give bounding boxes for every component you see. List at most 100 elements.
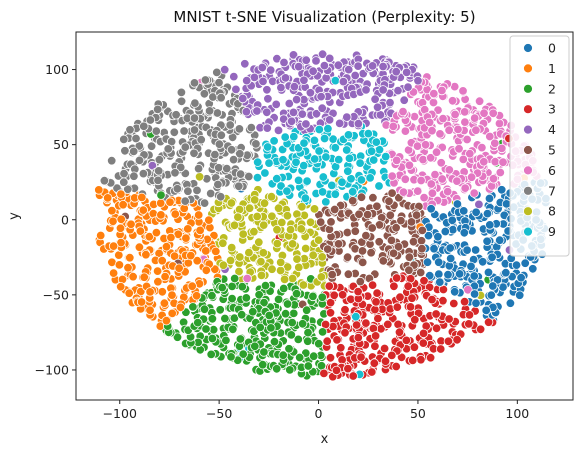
scatter-point — [201, 324, 211, 334]
scatter-point — [234, 266, 244, 277]
scatter-point — [483, 317, 494, 327]
scatter-point — [366, 146, 377, 156]
scatter-point — [399, 95, 409, 105]
scatter-point — [400, 126, 411, 136]
scatter-point — [256, 270, 267, 281]
x-tick-label: −50 — [206, 406, 232, 421]
scatter-point — [279, 283, 289, 294]
scatter-point — [308, 66, 318, 76]
scatter-point — [317, 103, 327, 113]
scatter-point — [191, 291, 202, 301]
scatter-point — [427, 125, 437, 136]
scatter-point — [419, 276, 429, 286]
scatter-point — [338, 76, 349, 87]
scatter-point — [134, 155, 145, 166]
scatter-point — [381, 151, 391, 162]
scatter-point — [188, 302, 198, 312]
scatter-point — [125, 253, 135, 263]
scatter-point — [488, 174, 499, 184]
scatter-point — [152, 104, 163, 115]
scatter-point — [123, 263, 133, 273]
scatter-point — [387, 188, 397, 198]
scatter-point — [335, 118, 345, 129]
scatter-point — [450, 287, 460, 297]
scatter-point — [212, 67, 222, 78]
scatter-point — [367, 223, 377, 233]
scatter-point — [485, 220, 495, 230]
scatter-point — [251, 139, 261, 149]
scatter-point — [201, 246, 211, 256]
scatter-point — [172, 332, 183, 342]
scatter-point — [131, 133, 141, 144]
scatter-point — [317, 187, 328, 197]
scatter-point — [273, 125, 284, 136]
scatter-point — [303, 361, 314, 371]
scatter-point — [252, 172, 263, 183]
scatter-point — [362, 209, 373, 220]
scatter-point — [171, 110, 181, 120]
scatter-point — [471, 207, 481, 218]
scatter-point — [426, 204, 436, 214]
scatter-point — [317, 292, 328, 303]
scatter-point — [219, 64, 230, 75]
scatter-point — [227, 293, 237, 304]
scatter-point — [278, 155, 288, 165]
legend-label-7: 7 — [548, 183, 556, 198]
scatter-point — [222, 163, 232, 174]
scatter-point — [106, 155, 117, 166]
scatter-point — [156, 190, 166, 200]
scatter-point — [448, 224, 458, 235]
scatter-point — [385, 210, 396, 221]
scatter-point — [221, 335, 231, 346]
scatter-point — [327, 269, 337, 280]
scatter-point — [145, 287, 155, 297]
y-tick-label: 100 — [45, 62, 69, 77]
scatter-point — [169, 127, 180, 138]
scatter-point — [141, 249, 151, 260]
scatter-point — [342, 227, 353, 238]
scatter-point — [417, 225, 428, 236]
scatter-point — [266, 323, 276, 333]
scatter-point — [128, 272, 138, 282]
scatter-point — [357, 246, 368, 256]
scatter-point — [454, 269, 465, 279]
scatter-point — [407, 293, 417, 303]
scatter-point — [280, 309, 291, 319]
scatter-point — [314, 339, 324, 349]
legend-marker-8 — [523, 206, 533, 217]
scatter-point — [353, 286, 363, 297]
scatter-point — [176, 87, 187, 98]
scatter-point — [216, 130, 227, 140]
scatter-point — [490, 156, 500, 167]
scatter-point — [437, 174, 447, 184]
scatter-point — [291, 289, 302, 299]
scatter-point — [460, 107, 470, 117]
scatter-point — [424, 117, 435, 128]
scatter-point — [262, 85, 272, 95]
scatter-point — [199, 198, 210, 208]
scatter-point — [189, 78, 200, 88]
scatter-point — [422, 257, 433, 267]
scatter-point — [355, 276, 366, 287]
scatter-point — [301, 55, 311, 65]
scatter-point — [431, 147, 442, 157]
scatter-point — [343, 130, 354, 140]
scatter-point — [319, 133, 330, 144]
scatter-point — [469, 271, 479, 281]
scatter-point — [482, 208, 493, 219]
scatter-point — [310, 154, 320, 164]
scatter-point — [166, 232, 176, 243]
x-tick-label: −100 — [103, 406, 137, 421]
scatter-point — [369, 358, 380, 368]
scatter-point — [437, 85, 447, 96]
scatter-point — [199, 304, 210, 314]
scatter-point — [154, 154, 165, 165]
scatter-point — [485, 131, 495, 142]
scatter-point — [332, 335, 342, 345]
scatter-point — [300, 193, 311, 203]
scatter-point — [116, 214, 126, 225]
scatter-point — [324, 281, 335, 291]
scatter-point — [108, 268, 119, 278]
scatter-point — [297, 319, 308, 329]
